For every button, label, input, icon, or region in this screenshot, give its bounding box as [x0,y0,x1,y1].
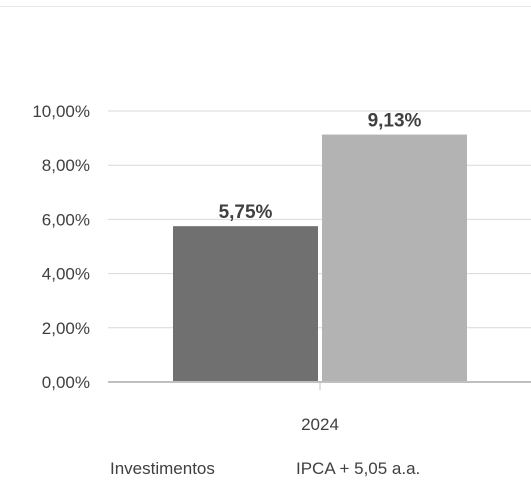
y-tick-label: 4,00% [42,265,90,284]
y-tick-label: 10,00% [32,102,90,121]
bar-ipca [322,134,467,382]
y-tick-label: 8,00% [42,156,90,175]
bar-investimentos [173,226,318,382]
y-tick-label: 6,00% [42,210,90,229]
axes [108,381,531,390]
legend-entry: Investimentos [110,459,215,478]
bars [173,134,467,382]
bar-value-label: 9,13% [368,111,422,132]
legend: Investimentos IPCA + 5,05 a.a. [110,459,420,478]
x-category-label: 2024 [301,415,339,434]
legend-entry: IPCA + 5,05 a.a. [296,459,420,478]
y-tick-label: 2,00% [42,319,90,338]
top-divider [0,6,531,7]
gridlines [108,110,531,329]
labels: 0,00% 2,00% 4,00% 6,00% 8,00% 10,00% 5,75% 9,13… [32,102,421,434]
y-tick-label: 0,00% [42,373,90,392]
bar-value-label: 5,75% [219,202,273,223]
